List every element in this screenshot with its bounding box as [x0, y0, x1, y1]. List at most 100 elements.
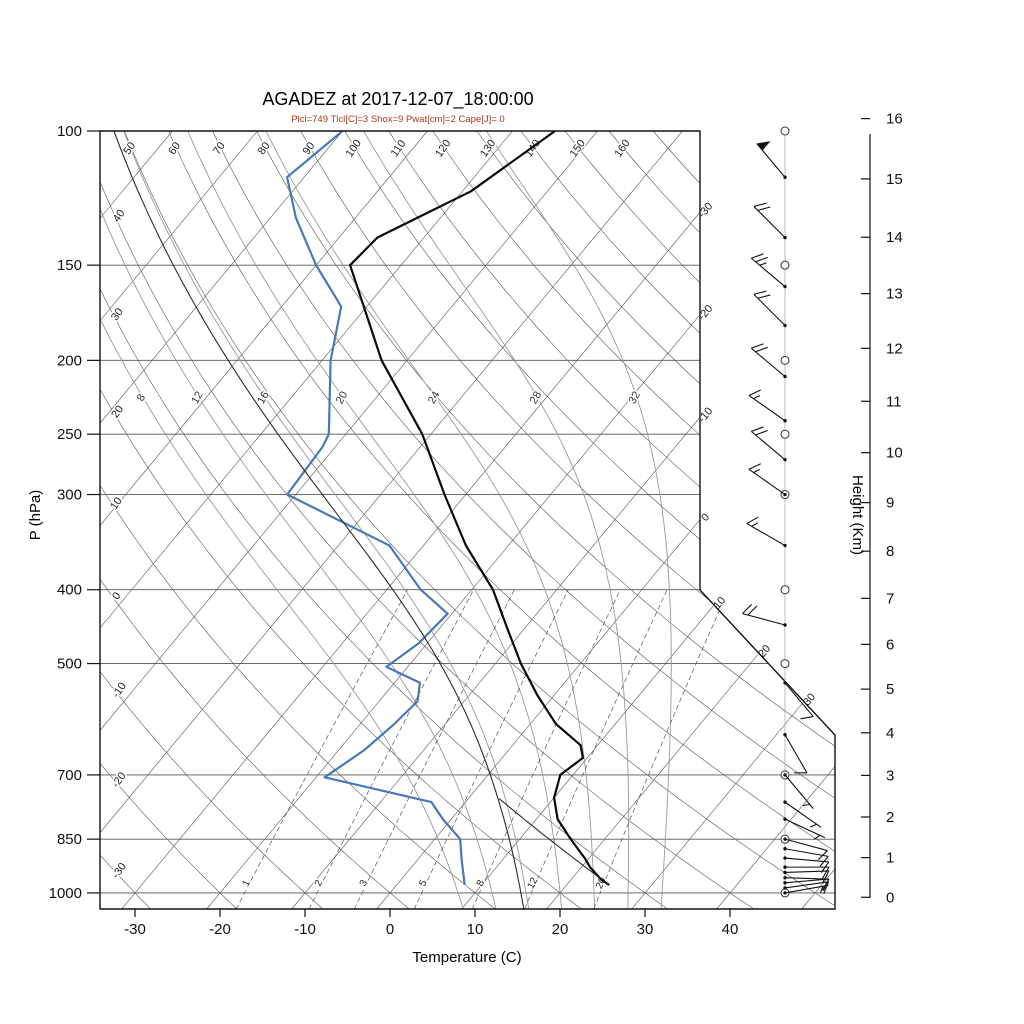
wind-barb — [784, 881, 830, 895]
isotherm-line — [100, 131, 513, 909]
barb-full — [800, 716, 814, 720]
wind-station-dot — [783, 418, 787, 423]
isotherm-label-right: -20 — [696, 303, 715, 323]
wind-barb — [784, 682, 814, 720]
wind-barb — [753, 290, 786, 326]
moist-adiabat-line — [123, 131, 530, 909]
wind-barb — [784, 801, 822, 828]
barb-full — [753, 202, 767, 207]
barb-staff — [784, 818, 826, 839]
moist-adiabat-line — [187, 131, 563, 909]
isotherm-line — [121, 131, 768, 909]
dry-adiabat-line — [124, 131, 835, 909]
dry-adiabat-line — [212, 131, 835, 909]
wind-barb — [784, 870, 830, 883]
barb-staff — [753, 293, 786, 326]
dewpoint-trace — [286, 131, 466, 886]
wind-station-dot — [783, 543, 787, 548]
barb-staff — [784, 870, 829, 874]
isotherm-label-right: -30 — [696, 200, 715, 220]
barb-full — [757, 294, 771, 299]
chart-title: AGADEZ at 2017-12-07_18:00:00 — [262, 89, 533, 110]
isotherm-line — [716, 131, 835, 909]
height-axis-label: Height (Km) — [849, 475, 866, 555]
barb-full — [823, 881, 830, 895]
barb-staff — [784, 774, 814, 809]
temperature-trace — [349, 131, 610, 886]
barb-full — [748, 389, 761, 396]
wind-station-dot — [783, 623, 787, 627]
dry-adiabat-label-left: -20 — [110, 770, 129, 790]
barb-staff — [784, 734, 808, 774]
dry-adiabat-label-top: 110 — [389, 138, 409, 159]
wind-barb — [746, 516, 786, 547]
wind-barb — [750, 426, 786, 461]
dry-adiabat-label-top: 50 — [121, 140, 138, 157]
barb-half — [802, 803, 810, 807]
pressure-tick-label: 400 — [57, 582, 82, 599]
wind-station-dot — [783, 865, 787, 869]
mixing-ratio-line — [308, 589, 474, 909]
dry-adiabat-label-left: 10 — [108, 495, 125, 512]
dry-adiabat-line — [608, 131, 835, 909]
parcel-dry-segment — [498, 798, 610, 886]
dry-adiabat-line — [100, 131, 238, 909]
barb-staff — [750, 257, 786, 287]
plot-outline — [99, 130, 836, 910]
barb-staff — [748, 468, 786, 495]
isotherm-line — [100, 131, 428, 909]
barb-staff — [756, 143, 786, 178]
skewt-background-labels: 50 60 70 80 90 100 110 120 130 140 150 160403020100… — [107, 136, 820, 892]
moist-adiabat-line — [265, 131, 596, 909]
wind-station-dot — [783, 875, 787, 880]
dry-adiabat-label-top: 70 — [211, 140, 228, 157]
barb-staff — [753, 206, 786, 238]
dry-adiabat-line — [100, 131, 410, 909]
wind-level-circle — [780, 585, 790, 595]
mixing-ratio-line — [413, 589, 569, 909]
moist-adiabat-line — [100, 131, 464, 909]
temperature-tick-label: 30 — [637, 921, 654, 938]
barb-staff — [750, 347, 786, 377]
height-tick-label: 1 — [886, 850, 894, 867]
dry-adiabat-label-top: 160 — [612, 138, 632, 160]
height-tick-label: 0 — [886, 889, 894, 906]
dry-adiabat-line — [168, 131, 835, 909]
wind-station-dot — [783, 886, 787, 890]
height-tick-label: 3 — [886, 767, 894, 784]
height-tick-label: 13 — [886, 286, 903, 303]
temperature-tick-label: 10 — [467, 921, 484, 938]
mixing-ratio-line — [593, 589, 730, 909]
dry-adiabat-label-left: 40 — [111, 208, 128, 225]
wind-station-dot — [783, 881, 787, 885]
wind-station-dot — [783, 323, 787, 328]
temperature-tick-label: 20 — [552, 921, 569, 938]
pressure-tick-label: 200 — [57, 352, 82, 369]
moist-adiabat-line — [363, 131, 630, 909]
height-tick-label: 14 — [886, 229, 903, 246]
barb-full — [746, 516, 759, 525]
pressure-tick-label: 250 — [57, 426, 82, 443]
isotherm-line — [100, 131, 173, 909]
barb-full — [751, 426, 764, 432]
barb-staff — [784, 682, 814, 717]
height-tick-label: 8 — [886, 543, 894, 560]
wind-barb — [784, 734, 808, 774]
pressure-tick-label: 700 — [57, 767, 82, 784]
height-tick-label: 11 — [886, 393, 902, 410]
temperature-tick-label: -20 — [209, 921, 231, 938]
barb-half — [813, 834, 821, 840]
temperature-tick-label: 40 — [722, 921, 739, 938]
isotherm-line — [100, 131, 258, 909]
skewt-background — [100, 131, 835, 909]
barb-full — [751, 253, 764, 259]
moist-adiabat-label: 32 — [627, 389, 644, 406]
barb-staff — [750, 430, 786, 461]
temperature-tick-label: 0 — [386, 921, 394, 938]
dry-adiabat-line — [344, 131, 835, 909]
height-tick-label: 6 — [886, 636, 894, 653]
barb-staff — [784, 877, 829, 880]
sounding-traces — [112, 131, 610, 909]
height-tick-label: 12 — [886, 340, 903, 357]
